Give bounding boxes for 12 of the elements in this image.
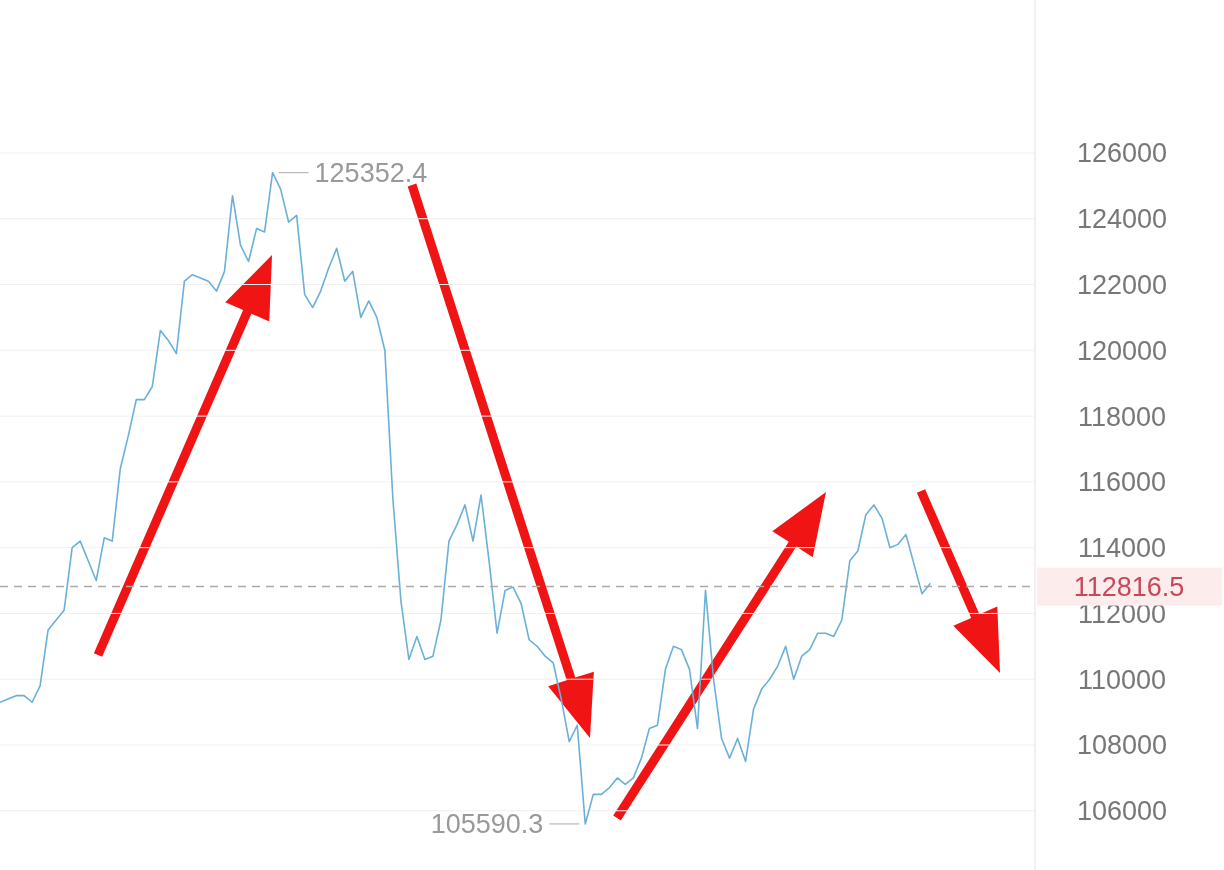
y-tick-label: 108000 (1076, 730, 1168, 761)
y-tick-label: 114000 (1077, 533, 1167, 564)
y-tick-label: 106000 (1076, 796, 1168, 827)
y-tick-label: 126000 (1076, 138, 1168, 169)
y-tick-label: 116000 (1077, 467, 1167, 498)
y-tick-label: 122000 (1076, 269, 1168, 300)
y-tick-label: 110000 (1077, 664, 1167, 695)
y-tick-label: 118000 (1077, 401, 1167, 432)
y-tick-label: 124000 (1076, 204, 1168, 235)
annotation: 105590.3 (430, 809, 544, 840)
y-tick-label: 120000 (1076, 335, 1168, 366)
annotation: 125352.4 (314, 158, 428, 189)
